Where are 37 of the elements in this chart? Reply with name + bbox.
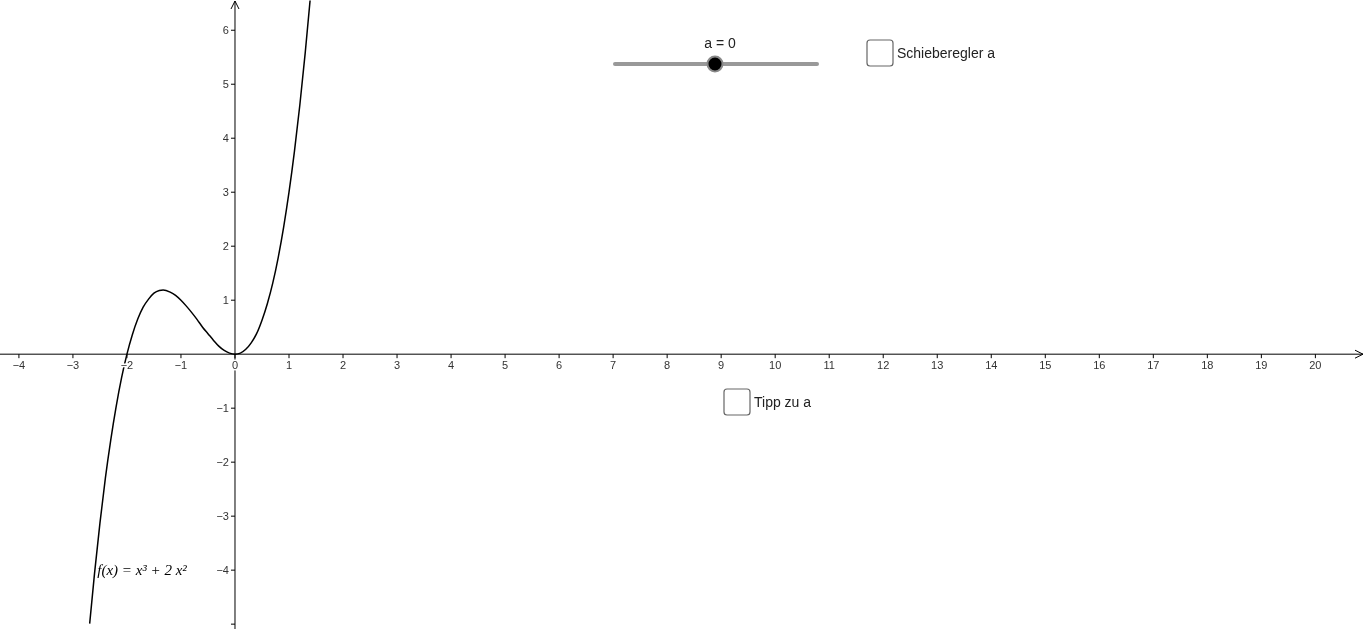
y-tick-label: −4: [216, 564, 229, 577]
annotation: f(x) = x³ + 2 x²: [97, 562, 188, 580]
x-tick-label: 11: [823, 359, 835, 372]
y-tick-label: −3: [216, 510, 229, 523]
y-tick-label: 2: [222, 240, 229, 253]
x-tick-label: 10: [769, 359, 782, 372]
x-tick-label: 14: [985, 359, 998, 372]
y-tick-label: 4: [222, 132, 229, 145]
x-tick-label: 9: [718, 359, 725, 372]
x-tick-label: 19: [1255, 359, 1268, 372]
annotation: Tipp zu a: [754, 394, 812, 410]
annotation: Schieberegler a: [897, 45, 996, 61]
x-tick-label: 12: [877, 359, 890, 372]
x-tick-label: 1: [285, 359, 293, 372]
annotation: a = 0: [704, 35, 736, 51]
x-tick-label: 18: [1201, 359, 1214, 372]
x-tick-label: 8: [664, 359, 671, 372]
x-tick-label: 7: [610, 359, 617, 372]
x-tick-label: 13: [931, 359, 944, 372]
y-tick-label: −1: [216, 402, 229, 415]
x-tick-label: −3: [66, 359, 80, 372]
x-tick-label: 3: [393, 359, 401, 372]
x-tick-label: 17: [1147, 359, 1160, 372]
y-tick-label: 6: [222, 24, 229, 37]
x-tick-label: 2: [339, 359, 347, 372]
y-tick-label: −2: [216, 456, 229, 469]
x-tick-label: 15: [1039, 359, 1052, 372]
x-tick-label: 20: [1309, 359, 1322, 372]
x-tick-label: 16: [1093, 359, 1106, 372]
x-tick-label: 5: [502, 359, 509, 372]
x-tick-label: −1: [174, 359, 188, 372]
x-tick-label: 4: [448, 359, 455, 372]
y-tick-label: 3: [222, 186, 229, 199]
y-tick-label: 5: [222, 78, 229, 91]
x-tick-label: −4: [12, 359, 26, 372]
x-tick-label: 6: [556, 359, 563, 372]
y-tick-label: 1: [222, 294, 229, 307]
